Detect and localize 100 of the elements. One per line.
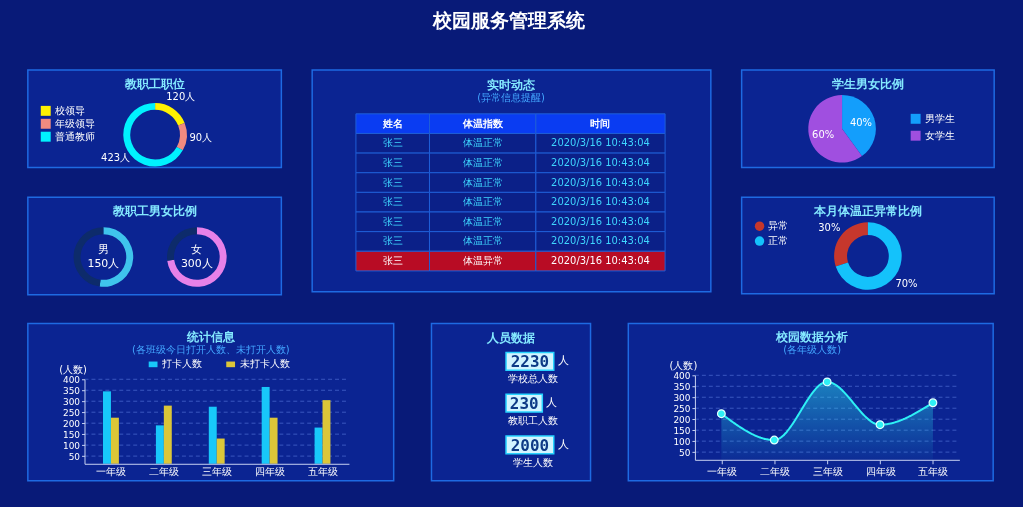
text: 体温异常 xyxy=(462,255,503,267)
data-label: 2000 xyxy=(510,435,550,455)
x-tick-label: 四年级 xyxy=(865,466,896,478)
point xyxy=(716,409,726,419)
chart-subtitle: (各年级人数) xyxy=(783,344,842,356)
chart-title: 教职工职位 xyxy=(124,76,186,91)
legend-label: 异常 xyxy=(768,220,789,232)
legend-label: 打卡人数 xyxy=(161,358,203,370)
text: 2020/3/16 10:43:04 xyxy=(551,137,650,149)
text: 女 xyxy=(191,243,203,257)
y-tick-label: 200 xyxy=(62,418,81,429)
text: 2020/3/16 10:43:04 xyxy=(551,176,650,188)
pie-slice xyxy=(842,94,876,157)
category-label: 学生人数 xyxy=(512,456,553,468)
legend-label: 男学生 xyxy=(924,112,955,124)
text: (异常信息提醒) xyxy=(477,91,545,103)
chart-title: 统计信息 xyxy=(185,330,236,345)
y-tick-label: 100 xyxy=(673,436,691,447)
x-tick-label: 三年级 xyxy=(812,466,843,478)
x-tick-label: 二年级 xyxy=(759,466,790,478)
chart-subtitle: (各班级今日打开人数、未打开人数) xyxy=(131,344,290,356)
y-tick-label: 250 xyxy=(673,403,691,414)
point xyxy=(928,398,938,408)
legend-label: 女学生 xyxy=(924,129,955,141)
point xyxy=(822,377,832,387)
text: 张三 xyxy=(382,176,403,188)
donut-slice xyxy=(176,122,187,151)
text: 2020/3/16 10:43:04 xyxy=(551,235,650,247)
x-tick-label: 三年级 xyxy=(201,466,232,478)
y-tick-label: 300 xyxy=(673,392,691,403)
text: 2020/3/16 10:43:04 xyxy=(551,196,650,208)
y-tick-label: 150 xyxy=(62,429,81,440)
legend-label: 未打卡人数 xyxy=(239,358,290,370)
y-tick-label: 50 xyxy=(68,451,81,462)
y-tick-label: 350 xyxy=(673,381,691,392)
x-tick-label: 四年级 xyxy=(254,466,285,478)
legend-label: 正常 xyxy=(768,235,789,247)
chart-title: 学生男女比例 xyxy=(831,76,904,91)
x-tick-label: 一年级 xyxy=(95,466,126,478)
data-label: 30% xyxy=(818,221,841,233)
legend-label: 校领导 xyxy=(53,104,85,116)
legend-label: 年级领导 xyxy=(54,117,95,129)
data-label: 423人 xyxy=(101,151,131,163)
text: 张三 xyxy=(382,137,403,149)
data-label: 230 xyxy=(509,394,539,414)
data-label: 60% xyxy=(812,128,835,140)
text: 人 xyxy=(557,354,569,368)
y-tick-label: 300 xyxy=(62,396,81,407)
data-label: 2230 xyxy=(510,352,550,372)
text: 体温正常 xyxy=(462,176,503,188)
y-tick-label: 400 xyxy=(62,374,81,385)
text: 张三 xyxy=(382,196,403,208)
text: 人 xyxy=(557,437,569,451)
x-tick-label: 五年级 xyxy=(307,466,338,478)
y-tick-label: 150 xyxy=(673,425,691,436)
data-label: 70% xyxy=(895,278,918,290)
point xyxy=(875,420,885,430)
y-axis-title: (人数) xyxy=(669,359,698,371)
text: 男 xyxy=(97,243,109,257)
legend-label: 普通教师 xyxy=(54,130,95,142)
y-tick-label: 350 xyxy=(62,385,81,396)
text: 张三 xyxy=(382,255,403,267)
text: 150人 xyxy=(87,256,120,270)
data-label: 90人 xyxy=(189,131,213,143)
text: 300人 xyxy=(180,256,213,270)
donut-slice xyxy=(167,227,227,287)
text: 体温正常 xyxy=(462,156,503,168)
text: 实时动态 xyxy=(487,77,536,92)
text: 人员数据 xyxy=(486,331,535,346)
chart-title: 本月体温正异常比例 xyxy=(812,204,922,219)
y-tick-label: 400 xyxy=(673,370,691,381)
x-tick-label: 一年级 xyxy=(706,466,737,478)
text: 2020/3/16 10:43:04 xyxy=(551,255,650,267)
point xyxy=(769,435,779,445)
text: 体温正常 xyxy=(462,215,503,227)
chart-title: 校园数据分析 xyxy=(775,330,849,345)
x-tick-label: 二年级 xyxy=(148,466,179,478)
y-tick-label: 200 xyxy=(673,414,691,425)
category-label: 时间 xyxy=(590,116,611,129)
y-axis-title: (人数) xyxy=(59,363,88,375)
text: 张三 xyxy=(382,156,403,168)
text: 校园服务管理系统 xyxy=(432,9,587,32)
text: 体温正常 xyxy=(462,196,503,208)
text: 体温正常 xyxy=(462,235,503,247)
category-label: 姓名 xyxy=(381,116,403,129)
x-tick-label: 五年级 xyxy=(918,466,949,478)
text: 人 xyxy=(546,396,558,410)
text: 2020/3/16 10:43:04 xyxy=(551,156,650,168)
y-tick-label: 250 xyxy=(62,407,81,418)
data-label: 40% xyxy=(849,116,873,128)
text: 体温正常 xyxy=(462,137,503,149)
y-tick-label: 100 xyxy=(62,440,81,451)
data-label: 120人 xyxy=(166,90,196,102)
text: 2020/3/16 10:43:04 xyxy=(551,215,650,227)
text: 张三 xyxy=(382,235,403,247)
text: 张三 xyxy=(382,215,403,227)
donut-slice xyxy=(155,102,185,126)
category-label: 教职工人数 xyxy=(507,415,558,427)
category-label: 学校总人数 xyxy=(507,373,558,385)
category-label: 体温指数 xyxy=(461,116,504,129)
